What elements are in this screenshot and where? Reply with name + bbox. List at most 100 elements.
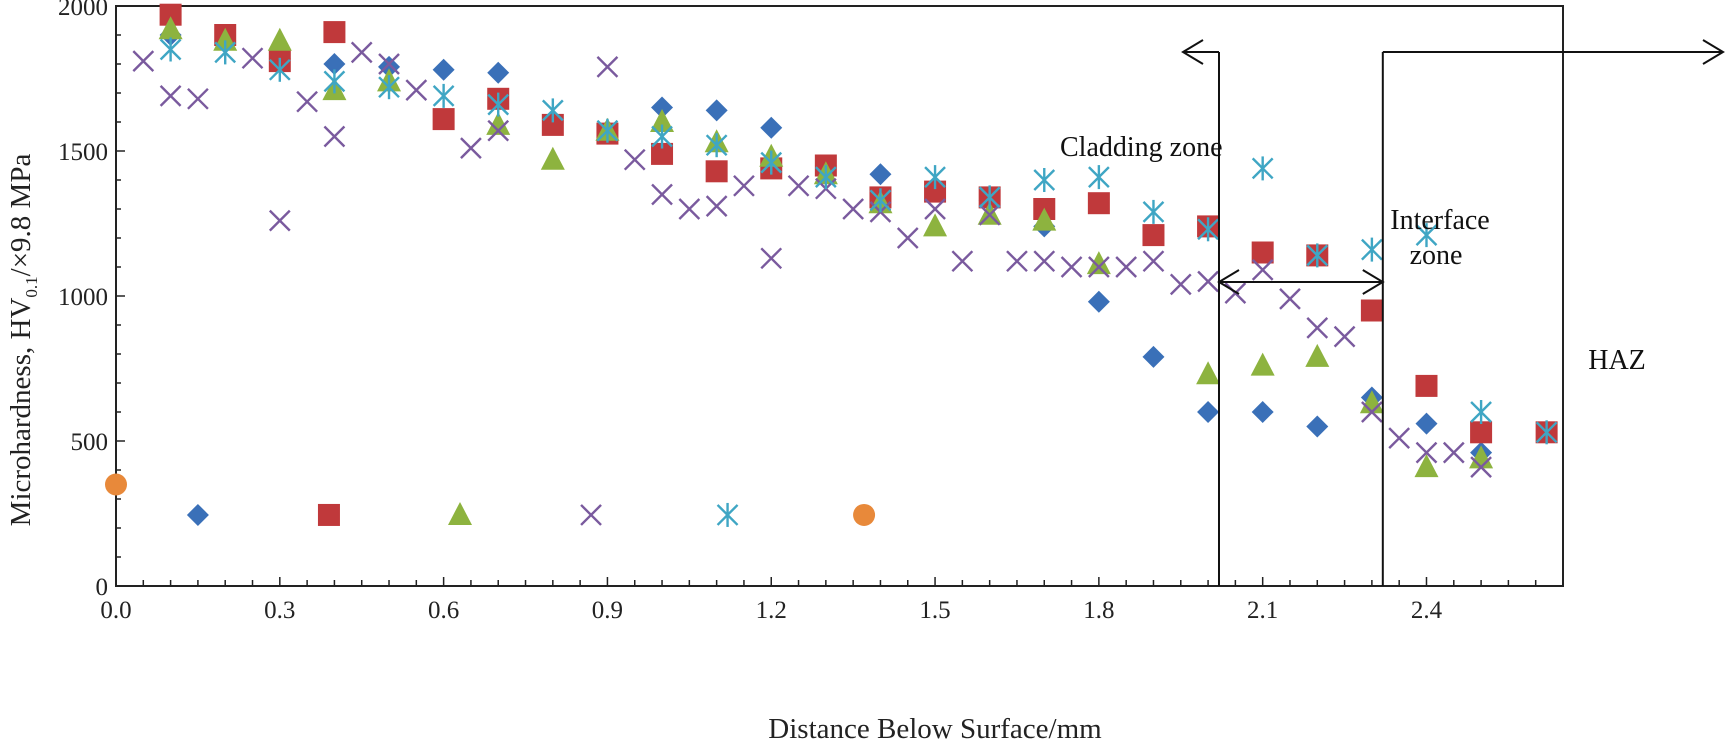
x-point: [596, 56, 619, 78]
y-tick-label: 2000: [58, 0, 108, 21]
x-tick-label: 0.0: [100, 597, 131, 624]
diamond-point: [1415, 412, 1438, 435]
triangle-point: [267, 27, 292, 51]
x-point: [1006, 250, 1028, 273]
diamond-point: [487, 61, 510, 84]
asterisk-point: [1415, 223, 1438, 248]
x-point: [951, 250, 974, 273]
cladding-zone-label: Cladding zone: [1060, 132, 1223, 163]
square-point: [1087, 192, 1110, 215]
x-stroke: [1142, 250, 1165, 273]
triangle-point: [1305, 343, 1330, 367]
series-triangle: [158, 16, 1494, 478]
square-point: [541, 113, 564, 136]
x-point: [405, 79, 428, 101]
y-axis-title-unit: /×9.8 MPa: [5, 154, 37, 277]
square-point: [159, 3, 182, 26]
x-stroke: [1251, 259, 1274, 281]
legend-square-marker: [317, 503, 340, 526]
x-tick-label: 1.5: [919, 597, 950, 624]
x-point: [896, 227, 919, 249]
x-tick-label: 1.8: [1083, 597, 1114, 624]
diamond-point: [1142, 345, 1165, 368]
x-stroke: [1470, 456, 1492, 478]
diamond-point: [1306, 415, 1329, 438]
x-tick-label: 0.9: [592, 597, 623, 624]
x-stroke: [405, 79, 428, 101]
x-stroke: [268, 209, 291, 232]
asterisk-point: [1535, 420, 1558, 445]
x-point: [760, 247, 783, 270]
asterisk-point: [487, 92, 510, 117]
x-stroke: [623, 148, 646, 171]
asterisk-point: [815, 165, 837, 190]
series-diamond: [159, 24, 1493, 464]
x-point: [842, 198, 864, 220]
x-stroke: [132, 50, 155, 72]
asterisk-point: [1251, 156, 1274, 181]
x-point: [1361, 401, 1383, 423]
diamond-point: [432, 58, 455, 81]
asterisk-point: [159, 37, 182, 62]
diamond-point: [705, 99, 728, 122]
square-point: [705, 160, 728, 183]
x-stroke: [951, 250, 974, 273]
x-axis: 0.0 0.3 0.6 0.9 1.2 1.5 1.8 2.1 2.4: [100, 577, 1537, 624]
x-stroke: [1033, 250, 1056, 273]
x-point: [1279, 288, 1301, 310]
asterisk-point: [705, 133, 728, 158]
interface-arrowhead-right: [1362, 269, 1385, 295]
asterisk-point: [1361, 237, 1383, 262]
series-x: [132, 41, 1492, 478]
x-point: [1115, 256, 1138, 278]
x-stroke: [1224, 282, 1247, 304]
y-axis-title-main: Microhardness, HV: [5, 298, 37, 527]
x-stroke: [1060, 256, 1083, 278]
x-stroke: [596, 56, 619, 78]
x-stroke: [1169, 273, 1192, 296]
x-point: [733, 174, 755, 197]
square-point: [651, 142, 674, 165]
square-point: [323, 21, 346, 44]
x-point: [1169, 273, 1192, 296]
x-point: [1470, 456, 1492, 478]
x-point: [323, 125, 346, 148]
diamond-point: [378, 55, 401, 78]
series-square: [159, 3, 1558, 444]
triangle-point: [1032, 207, 1057, 231]
legend-diamond-marker: [186, 503, 209, 526]
triangle-point: [540, 146, 565, 170]
x-point: [132, 50, 155, 72]
square-point: [1360, 299, 1383, 322]
asterisk-point: [760, 150, 783, 175]
triangle-point: [1469, 445, 1494, 469]
x-stroke: [1388, 427, 1411, 449]
triangle-point: [1250, 352, 1275, 376]
x-stroke: [1442, 441, 1465, 464]
square-point: [1470, 421, 1493, 444]
diamond-point: [1087, 290, 1110, 313]
diamond-point: [760, 116, 783, 139]
diamond-point: [1197, 401, 1220, 423]
x-point: [1306, 317, 1329, 339]
x-point: [1224, 282, 1247, 304]
diamond-point: [323, 53, 346, 75]
y-tick-label: 500: [71, 429, 109, 456]
diamond-point: [651, 96, 674, 119]
x-tick-label: 2.1: [1247, 597, 1278, 624]
x-tick-label: 0.3: [264, 597, 295, 624]
x-stroke: [1279, 288, 1301, 310]
asterisk-point: [1142, 199, 1165, 224]
asterisk-point: [541, 98, 564, 123]
x-stroke: [187, 87, 209, 110]
x-point: [487, 119, 510, 142]
x-stroke: [787, 174, 810, 197]
x-stroke: [350, 41, 373, 64]
asterisk-point: [432, 83, 455, 108]
y-tick-label: 1000: [58, 284, 108, 311]
x-point: [1388, 427, 1411, 449]
triangle-point: [1086, 251, 1111, 275]
triangle-point: [486, 111, 511, 135]
x-stroke: [580, 504, 602, 526]
asterisk-point: [869, 188, 892, 213]
